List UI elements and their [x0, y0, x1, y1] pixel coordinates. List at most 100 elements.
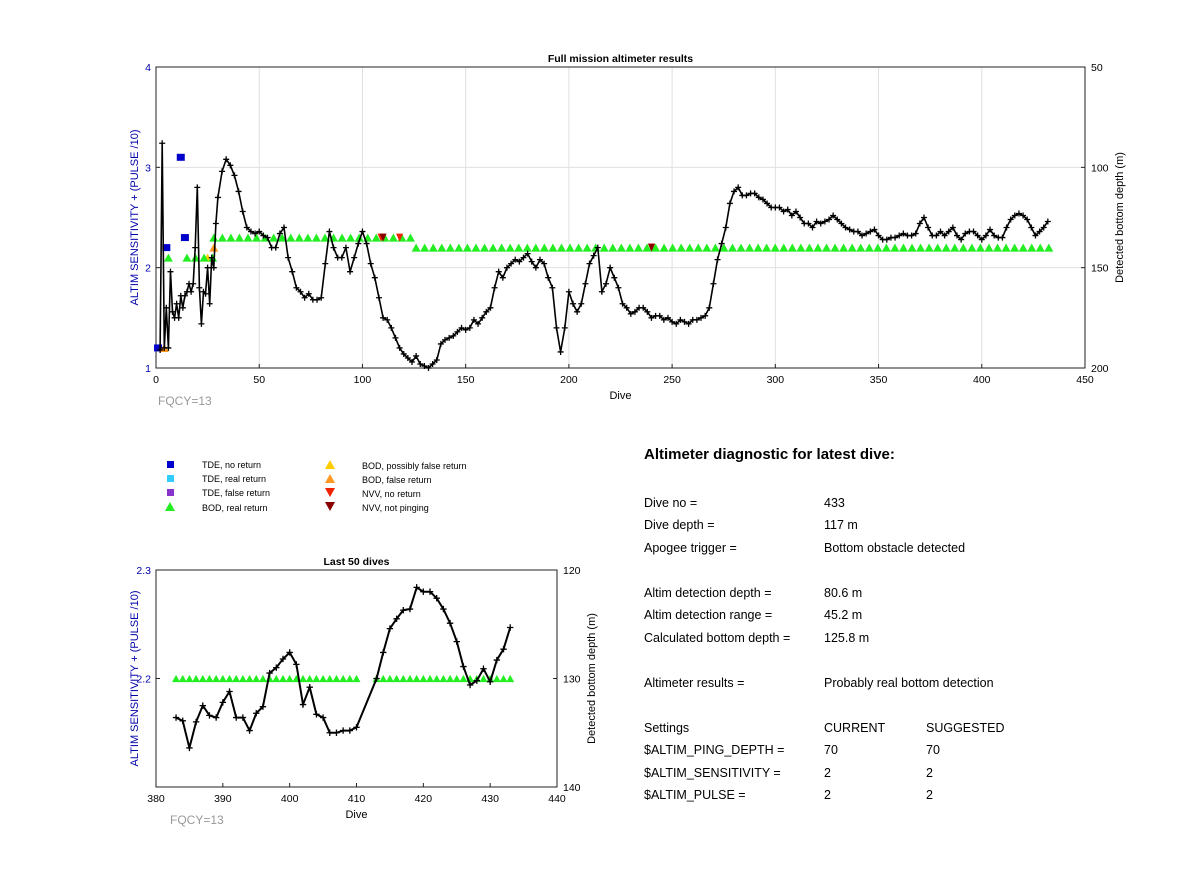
data-point-triangle	[311, 233, 321, 242]
legend-label: TDE, false return	[202, 488, 271, 498]
depth-point	[252, 230, 259, 237]
data-point-square	[154, 344, 163, 352]
data-point-triangle	[178, 674, 187, 683]
data-point-triangle	[522, 243, 532, 252]
data-point-triangle	[459, 674, 468, 683]
depth-point	[375, 294, 382, 301]
depth-point	[198, 320, 205, 327]
data-point-triangle	[305, 674, 314, 683]
depth-point	[408, 358, 415, 365]
depth-point	[920, 214, 927, 221]
depth-point	[421, 362, 428, 369]
depth-point	[718, 240, 725, 247]
data-point-triangle	[1035, 243, 1045, 252]
depth-point	[524, 250, 531, 257]
diag-row-dive-depth: Dive depth = 117 m	[644, 518, 1164, 534]
depth-point	[338, 254, 345, 261]
x-tick-label: 100	[354, 374, 372, 386]
diag-row-detection-range: Altim detection range = 45.2 m	[644, 608, 1164, 624]
depth-point	[400, 606, 407, 614]
data-point-triangle	[277, 233, 287, 242]
depth-point	[306, 683, 313, 691]
depth-point	[590, 252, 597, 259]
data-point-triangle	[822, 243, 832, 252]
depth-point	[541, 260, 548, 267]
depth-point	[528, 258, 535, 265]
depth-point	[507, 624, 514, 631]
depth-point	[314, 296, 321, 303]
depth-point	[726, 200, 733, 207]
data-point-triangle	[710, 243, 720, 252]
x-tick-label: 200	[560, 374, 578, 386]
data-point-triangle	[303, 233, 313, 242]
depth-point	[425, 365, 432, 371]
depth-point	[429, 360, 436, 367]
depth-point	[179, 717, 186, 725]
data-point-triangle	[445, 243, 455, 252]
data-point-triangle	[736, 243, 746, 252]
data-point-triangle	[371, 233, 381, 242]
depth-point	[175, 314, 182, 321]
y-tick-label: 3	[145, 162, 151, 174]
depth-point	[420, 588, 427, 595]
legend-label: TDE, real return	[202, 474, 267, 484]
data-point-triangle	[933, 243, 943, 252]
diag-row-pulse: $ALTIM_PULSE = 2 2	[644, 788, 1164, 804]
depth-point	[462, 326, 469, 333]
depth-point	[453, 638, 460, 645]
depth-point	[809, 224, 816, 231]
data-point-triangle	[770, 243, 780, 252]
depth-point	[210, 264, 217, 271]
data-point-triangle	[651, 243, 661, 252]
y-tick-label: 2.2	[136, 674, 151, 686]
depth-point	[239, 208, 246, 215]
data-point-triangle	[847, 243, 857, 252]
depth-point	[313, 711, 320, 718]
legend: TDE, no return TDE, real return TDE, fal…	[160, 458, 540, 518]
data-point-triangle	[676, 243, 686, 252]
depth-point	[165, 344, 172, 351]
depth-point	[437, 340, 444, 347]
depth-point	[386, 625, 394, 632]
x-tick-label: 350	[870, 374, 888, 386]
data-point-triangle	[285, 674, 294, 683]
data-point-triangle	[198, 674, 207, 683]
data-point-triangle	[787, 243, 797, 252]
depth-point	[353, 724, 360, 731]
depth-point	[1028, 224, 1035, 231]
diag-value: 117 m	[824, 518, 858, 532]
blue-square-icon	[166, 461, 174, 468]
depth-point	[664, 314, 671, 321]
depth-point	[776, 204, 783, 211]
data-point-triangle	[319, 674, 328, 683]
legend-label: TDE, no return	[202, 460, 262, 470]
diag-label: Dive no =	[644, 496, 698, 510]
diag-label: Settings	[644, 721, 690, 735]
data-point-triangle	[252, 233, 262, 242]
depth-point	[243, 224, 250, 231]
depth-point	[1040, 224, 1047, 231]
data-point-triangle	[864, 243, 874, 252]
y-tick-label: 1	[145, 363, 151, 375]
x-tick-label: 400	[281, 793, 299, 805]
diag-label: $ALTIM_SENSITIVITY =	[644, 766, 781, 780]
depth-point	[714, 256, 721, 263]
depth-point	[206, 300, 213, 307]
depth-point	[433, 595, 440, 602]
data-point-triangle	[1044, 243, 1054, 252]
depth-point	[186, 744, 193, 752]
depth-point	[987, 226, 994, 233]
data-point-triangle	[616, 243, 626, 252]
data-point-triangle	[454, 243, 464, 252]
diag-row-settings-header: Settings CURRENT SUGGESTED	[644, 721, 1164, 737]
depth-point	[545, 274, 552, 281]
data-point-down-triangle	[379, 233, 387, 242]
y-axis-label: ALTIM SENSITIVITY + (PULSE /10)	[129, 130, 141, 306]
data-point-triangle	[392, 674, 401, 683]
depth-point	[574, 308, 581, 315]
depth-point	[413, 352, 420, 359]
depth-point	[970, 228, 977, 235]
depth-point	[491, 284, 498, 291]
depth-point	[475, 320, 482, 327]
